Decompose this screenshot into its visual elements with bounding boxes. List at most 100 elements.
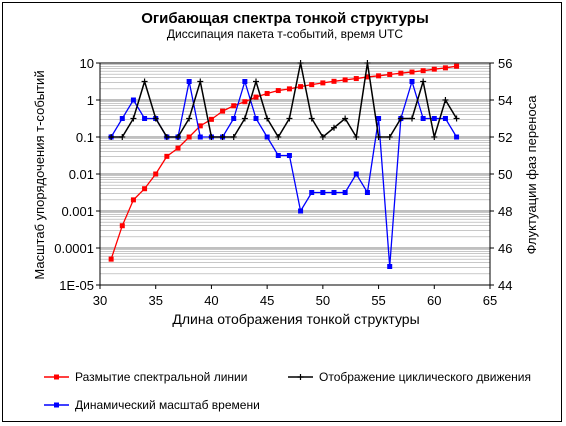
legend: Размытие спектральной линии Отображение ц… xyxy=(44,370,531,412)
data-point xyxy=(353,171,359,177)
chart-subtitle: Диссипация пакета т-событий, время UTC xyxy=(167,27,403,41)
data-point xyxy=(353,134,360,140)
data-point xyxy=(387,71,393,77)
data-point xyxy=(364,74,370,80)
series-2 xyxy=(108,60,460,140)
data-point xyxy=(342,115,349,122)
data-point xyxy=(186,115,193,122)
x-tick-label: 50 xyxy=(316,293,330,308)
legend-label: Размытие спектральной линии xyxy=(75,370,247,384)
data-point xyxy=(163,134,170,140)
data-point xyxy=(286,153,292,158)
data-point xyxy=(253,78,259,85)
y-right-tick-label: 50 xyxy=(498,167,512,182)
data-point xyxy=(108,134,115,140)
grid xyxy=(100,62,490,286)
legend-marker xyxy=(54,374,59,380)
data-point xyxy=(431,134,438,140)
data-point xyxy=(230,134,237,140)
legend-label: Отображение циклического движения xyxy=(319,370,531,384)
data-point xyxy=(175,145,181,151)
chart-title: Огибающая спектра тонкой структуры xyxy=(141,10,429,27)
data-point xyxy=(442,97,449,103)
data-point xyxy=(331,190,337,195)
data-point xyxy=(442,116,448,121)
data-point xyxy=(275,134,282,140)
data-point xyxy=(186,79,192,84)
data-point xyxy=(286,86,292,92)
data-point xyxy=(420,116,426,121)
data-point xyxy=(275,88,281,94)
data-point xyxy=(119,134,126,140)
data-point xyxy=(420,68,426,74)
data-point xyxy=(130,197,136,203)
legend-item: Отображение циклического движения xyxy=(288,370,531,384)
data-point xyxy=(298,208,304,214)
chart-frame: Огибающая спектра тонкой структуры Дисси… xyxy=(2,2,562,422)
x-tick-label: 55 xyxy=(371,293,385,308)
data-point xyxy=(386,134,393,140)
y-left-tick-label: 0.01 xyxy=(69,167,94,182)
data-point xyxy=(241,115,248,122)
data-point xyxy=(286,115,293,122)
data-point xyxy=(152,115,159,122)
data-point xyxy=(342,190,348,195)
data-point xyxy=(431,66,437,72)
x-tick-label: 30 xyxy=(93,293,107,308)
data-point xyxy=(231,103,237,109)
y-left-axis-label: Масштаб упорядочения т-событий xyxy=(32,70,47,279)
data-point xyxy=(153,171,159,177)
data-point xyxy=(397,115,404,122)
data-point xyxy=(264,134,270,140)
data-point xyxy=(420,78,427,85)
y-left-tick-label: 0.1 xyxy=(76,130,94,145)
data-point xyxy=(319,134,326,140)
data-point xyxy=(454,63,460,69)
x-tick-label: 40 xyxy=(204,293,218,308)
data-point xyxy=(409,115,415,122)
series-1 xyxy=(108,63,460,262)
data-point xyxy=(141,78,148,85)
y-right-tick-label: 46 xyxy=(498,241,512,256)
data-point xyxy=(308,115,315,122)
series-layer xyxy=(108,60,460,269)
data-point xyxy=(298,84,304,90)
data-point xyxy=(454,134,460,140)
data-point xyxy=(442,65,448,71)
y-right-tick-label: 56 xyxy=(498,56,512,71)
data-point xyxy=(342,77,348,83)
data-point xyxy=(409,79,415,84)
data-point xyxy=(387,264,393,269)
data-point xyxy=(253,116,259,121)
data-point xyxy=(119,223,125,229)
data-point xyxy=(453,115,460,122)
y-left-tick-label: 10 xyxy=(80,56,94,71)
data-point xyxy=(219,134,226,140)
data-point xyxy=(364,190,370,195)
data-point xyxy=(253,94,259,100)
data-point xyxy=(320,80,326,86)
legend-marker xyxy=(297,374,304,380)
x-tick-label: 45 xyxy=(260,293,274,308)
data-point xyxy=(331,78,337,84)
x-tick-label: 35 xyxy=(148,293,162,308)
data-point xyxy=(376,116,382,121)
legend-item: Размытие спектральной линии xyxy=(44,370,247,384)
legend-item: Динамический масштаб времени xyxy=(44,398,260,412)
y-left-tick-label: 0.0001 xyxy=(54,241,94,256)
legend-marker xyxy=(54,402,59,408)
data-point xyxy=(409,69,415,75)
x-tick-label: 60 xyxy=(427,293,441,308)
data-point xyxy=(119,116,125,121)
data-point xyxy=(264,115,271,122)
y-left-tick-label: 1E-05 xyxy=(59,278,94,293)
data-point xyxy=(186,134,192,140)
data-point xyxy=(108,256,114,262)
data-point xyxy=(164,153,170,159)
x-tick-label: 65 xyxy=(483,293,497,308)
data-point xyxy=(320,190,326,195)
data-point xyxy=(353,76,359,82)
data-point xyxy=(142,186,148,192)
data-point xyxy=(275,153,281,158)
x-axis-label: Длина отображения тонкой структуры xyxy=(172,311,419,327)
